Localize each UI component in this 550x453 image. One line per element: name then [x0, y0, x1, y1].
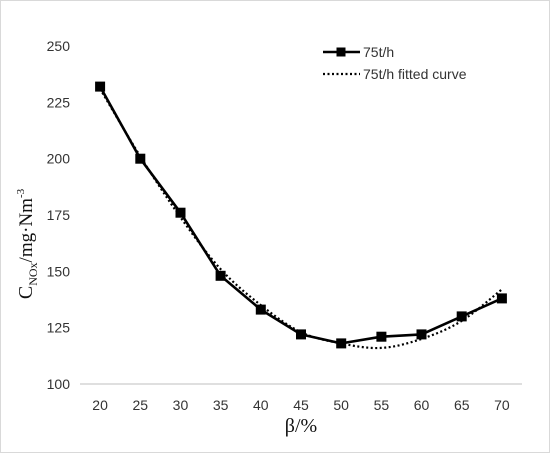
legend-marker-measured	[336, 47, 346, 57]
measured-point-marker	[135, 153, 146, 164]
legend: 75t/h 75t/h fitted curve	[323, 44, 467, 82]
y-tick-label: 175	[47, 207, 71, 223]
measured-point-marker	[175, 207, 186, 218]
x-tick-label: 55	[374, 397, 390, 413]
y-tick-label: 250	[47, 38, 71, 54]
x-axis-ticks: 20 25 30 35 40 45 50 55 60 65 70	[92, 397, 510, 413]
y-tick-label: 225	[47, 94, 71, 110]
x-tick-label: 45	[293, 397, 309, 413]
measured-point-marker	[296, 329, 306, 340]
measured-point-marker	[416, 329, 427, 340]
y-axis-ticks: 100 125 150 175 200 225 250	[47, 38, 71, 392]
fitted-curve-line	[99, 88, 503, 350]
measured-point-marker	[336, 338, 347, 349]
y-tick-label: 100	[47, 376, 71, 392]
legend-label-fitted: 75t/h fitted curve	[363, 66, 467, 82]
x-axis-label: β/%	[285, 415, 317, 437]
measured-point-marker	[95, 81, 106, 92]
x-tick-label: 70	[494, 397, 510, 413]
y-axis-label-subscript: NOx	[26, 262, 40, 285]
measured-point-marker	[496, 293, 507, 304]
measured-series-line	[98, 85, 503, 345]
x-tick-label: 60	[414, 397, 430, 413]
y-tick-label: 125	[47, 320, 71, 336]
measured-point-marker	[255, 304, 266, 315]
measured-point-marker	[456, 311, 467, 322]
x-tick-label: 25	[132, 397, 148, 413]
series-layer	[95, 81, 507, 350]
y-tick-label: 200	[47, 151, 71, 167]
y-tick-label: 150	[47, 263, 71, 279]
y-axis-label: CNOx/mg·Nm-3	[15, 188, 40, 299]
legend-label-measured: 75t/h	[363, 44, 394, 60]
x-tick-label: 50	[333, 397, 349, 413]
measured-point-marker	[376, 331, 387, 342]
x-tick-label: 65	[454, 397, 470, 413]
x-tick-label: 20	[92, 397, 108, 413]
measured-point-marker	[215, 270, 226, 281]
y-axis-label-unit: /mg·Nm	[16, 198, 37, 263]
x-tick-label: 40	[253, 397, 269, 413]
y-axis-label-main: C	[15, 286, 37, 299]
x-tick-label: 30	[173, 397, 189, 413]
y-axis-label-superscript: -3	[15, 188, 27, 198]
x-tick-label: 35	[213, 397, 229, 413]
